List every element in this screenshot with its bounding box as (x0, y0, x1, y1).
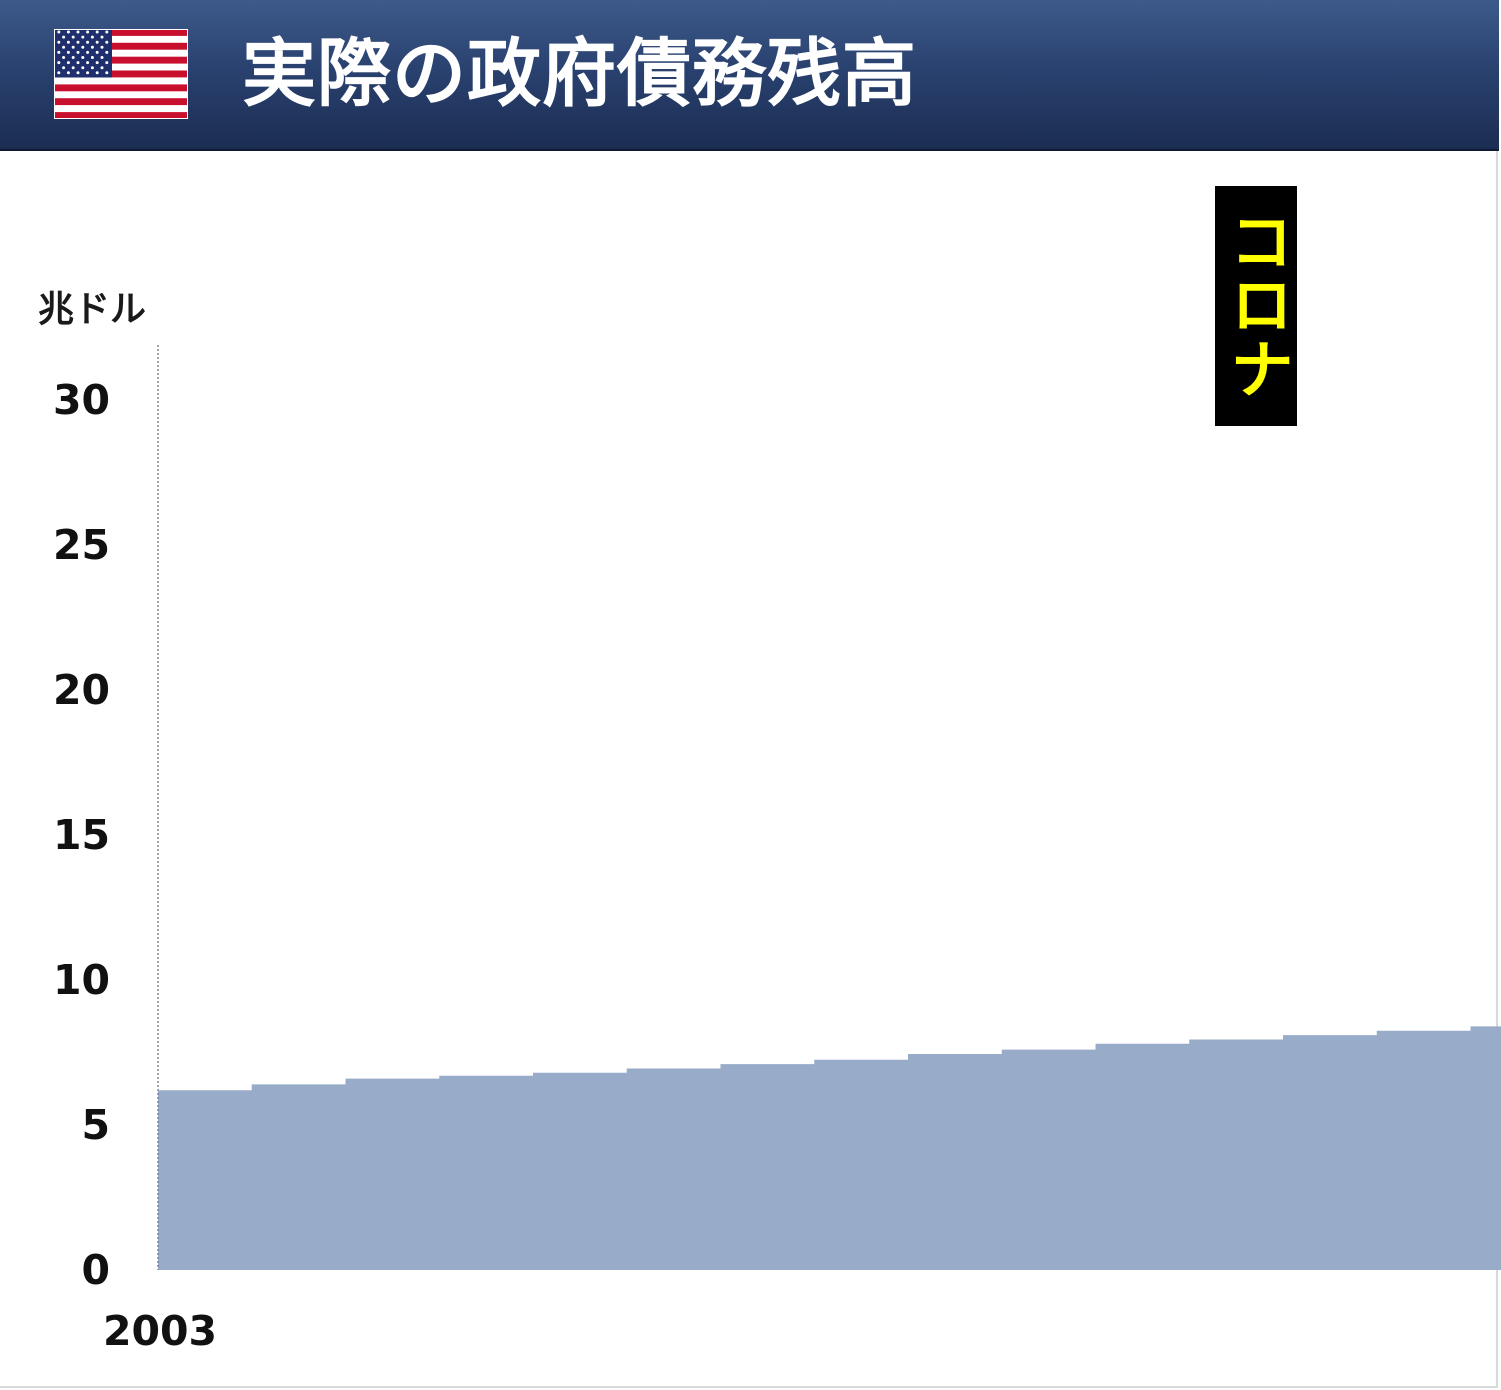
debt-area-series (158, 1026, 1501, 1270)
covid-annotation-box: コロナ (1215, 186, 1297, 426)
covid-annotation-label: コロナ (1219, 208, 1293, 400)
y-tick-label: 25 (53, 521, 110, 569)
x-tick-label: 2003 (103, 1307, 217, 1355)
y-tick-label: 5 (81, 1101, 110, 1149)
header-bar: 実際の政府債務残高 (0, 0, 1499, 151)
y-tick-label: 20 (53, 666, 110, 714)
y-tick-label: 10 (53, 956, 110, 1004)
y-tick-label: 0 (81, 1246, 110, 1294)
y-tick-label: 30 (53, 376, 110, 424)
y-axis-unit-label: 兆ドル (38, 289, 147, 330)
y-tick-label: 15 (53, 811, 110, 859)
page-title: 実際の政府債務残高 (242, 31, 917, 117)
us-flag-icon (54, 29, 188, 119)
